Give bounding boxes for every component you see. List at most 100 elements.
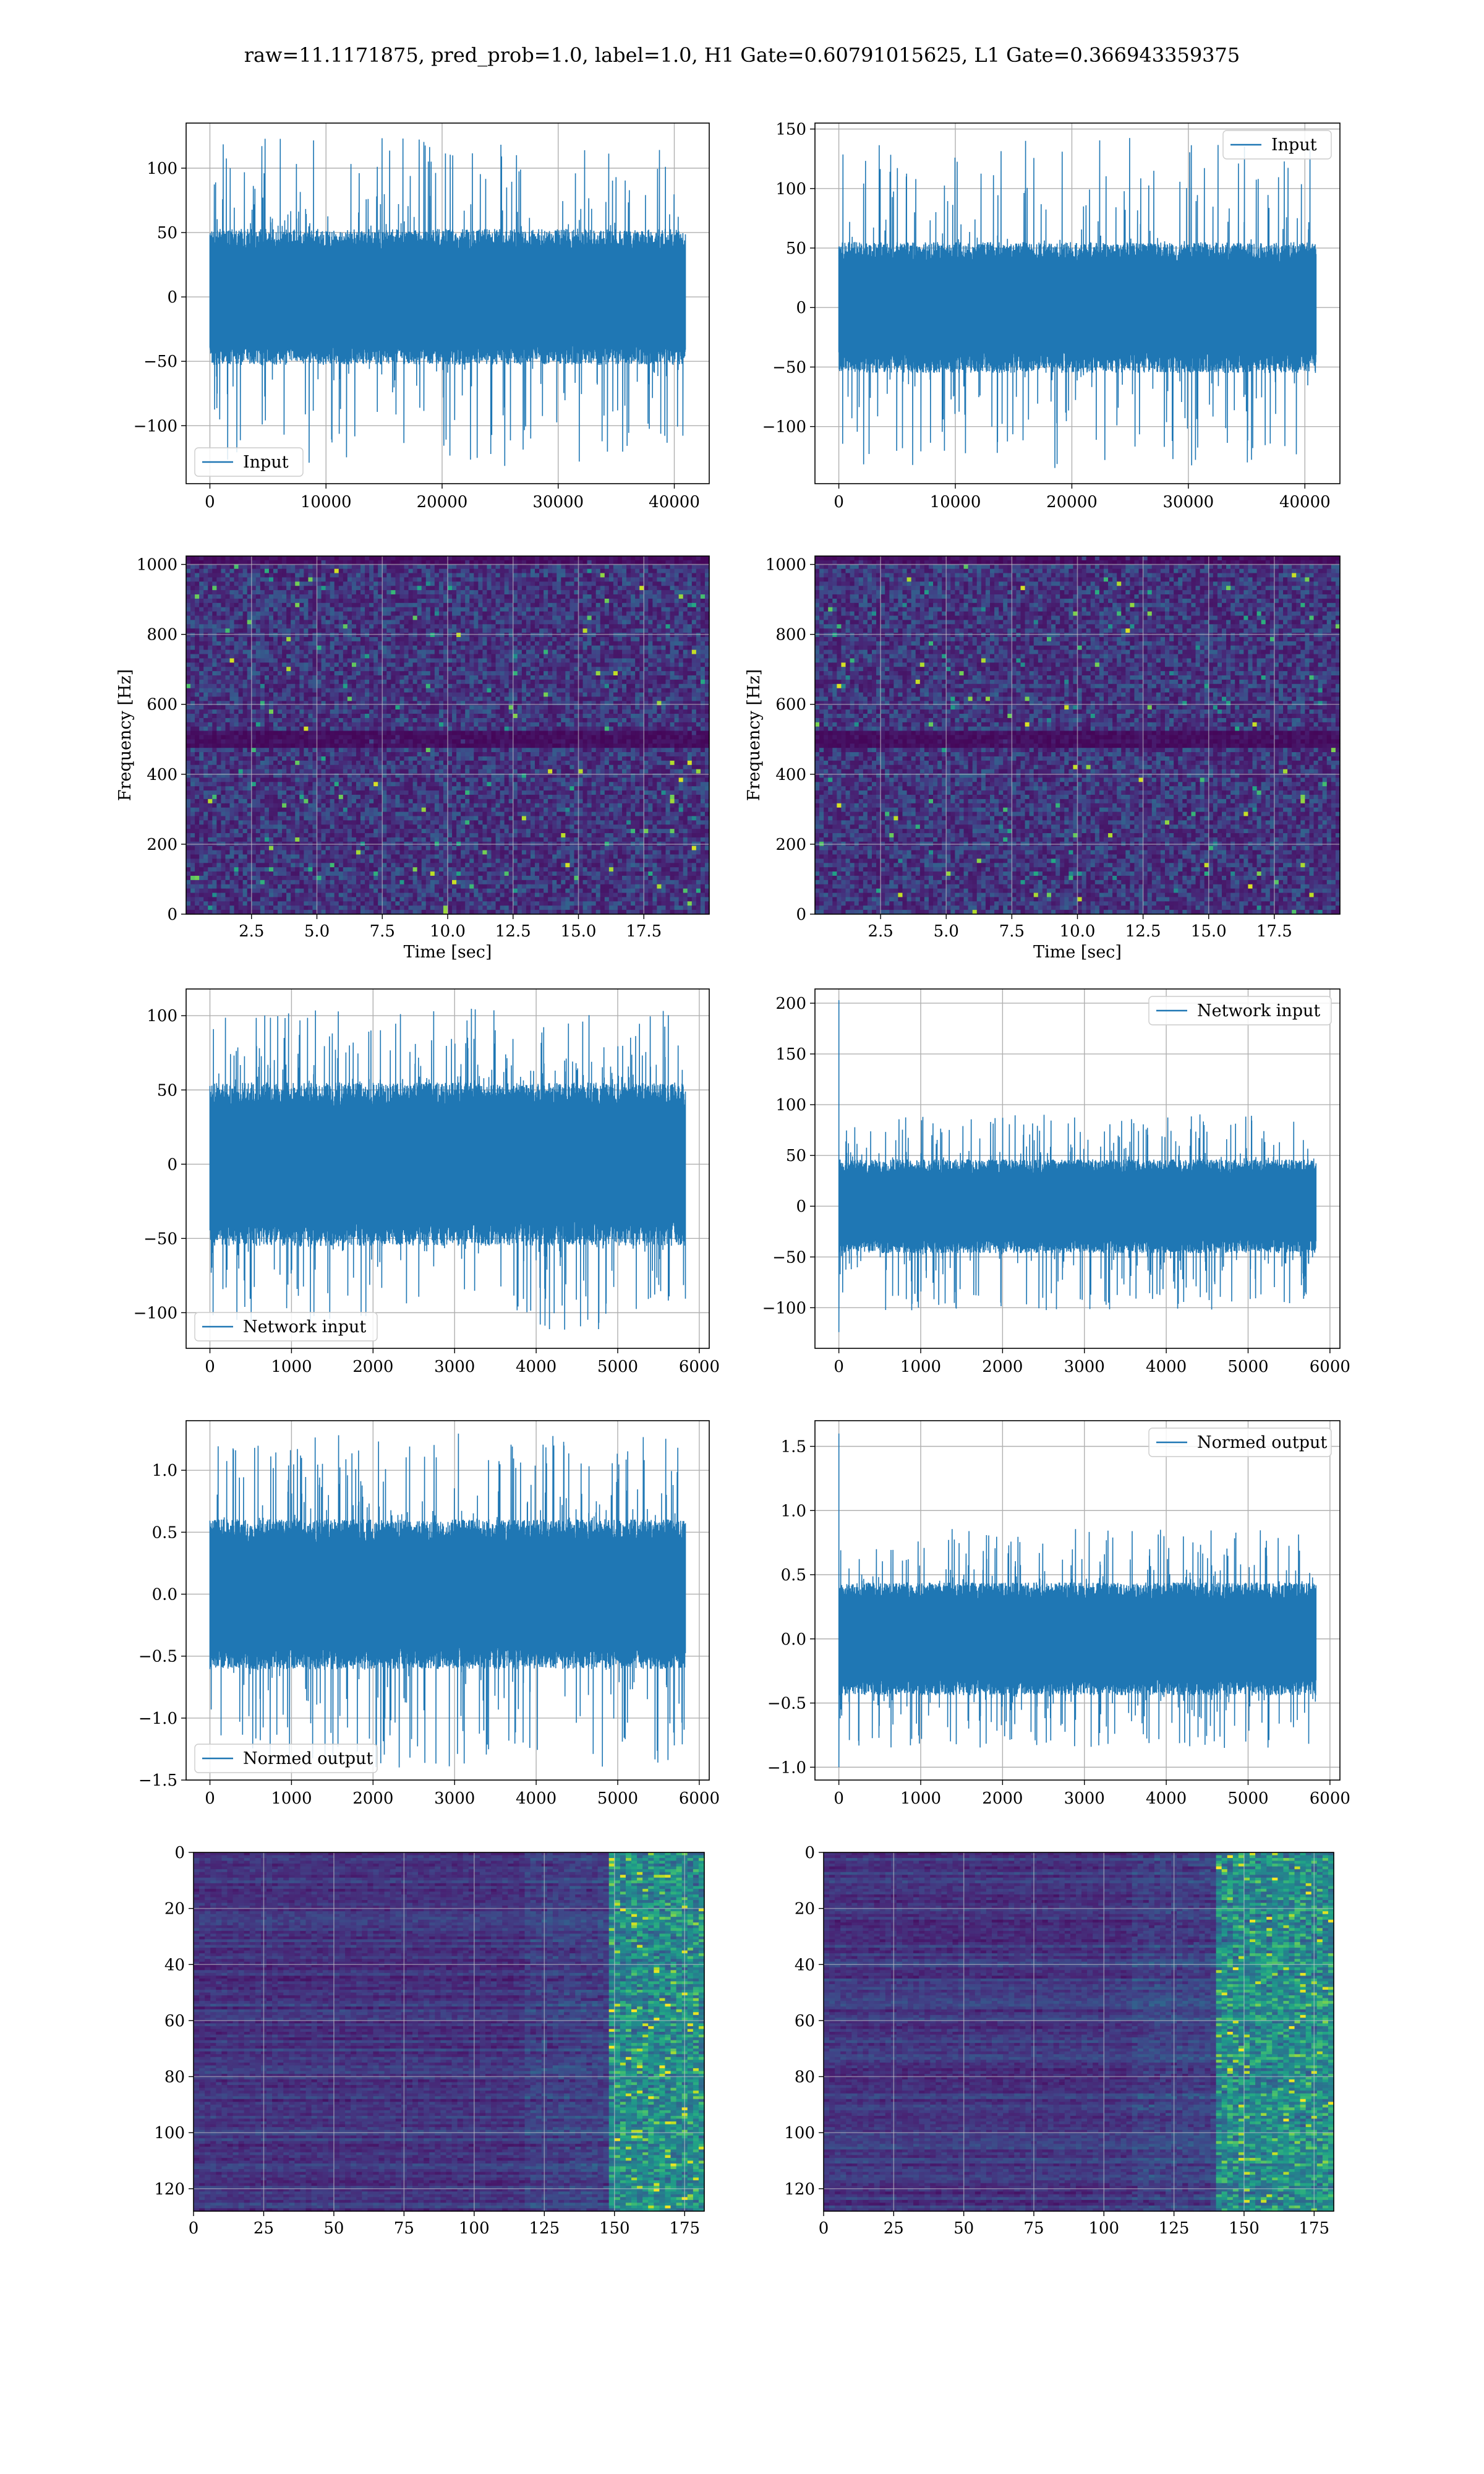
heatmap-cell bbox=[391, 577, 396, 581]
heatmap-cell bbox=[382, 586, 387, 590]
heatmap-cell bbox=[317, 701, 322, 705]
heatmap-cell bbox=[239, 628, 244, 633]
figure-title: raw=11.1171875, pred_prob=1.0, label=1.0… bbox=[244, 43, 1240, 67]
heatmap-cell bbox=[518, 573, 522, 578]
heatmap-cell bbox=[269, 599, 274, 603]
heatmap-cell bbox=[556, 688, 561, 693]
heatmap-cell bbox=[322, 607, 326, 612]
heatmap-cell bbox=[644, 637, 649, 641]
heatmap-cell bbox=[195, 633, 200, 637]
heatmap-cell bbox=[539, 709, 544, 714]
heatmap-cell bbox=[592, 693, 597, 697]
heatmap-cell bbox=[413, 718, 418, 722]
heatmap-cell bbox=[657, 650, 662, 654]
heatmap-cell bbox=[203, 667, 208, 671]
heatmap-cell bbox=[657, 569, 662, 573]
heatmap-cell bbox=[435, 671, 440, 675]
heatmap-cell bbox=[492, 705, 497, 709]
heatmap-cell bbox=[452, 612, 457, 616]
heatmap-cell bbox=[339, 569, 344, 573]
heatmap-cell bbox=[230, 705, 235, 709]
heatmap-cell bbox=[304, 662, 309, 667]
heatmap-cell bbox=[203, 650, 208, 654]
heatmap-cell bbox=[482, 680, 487, 684]
heatmap-cell bbox=[212, 581, 217, 586]
heatmap-cell bbox=[352, 590, 357, 594]
heatmap-cell bbox=[618, 650, 623, 654]
heatmap-cell bbox=[600, 705, 605, 709]
heatmap-cell bbox=[265, 641, 270, 646]
heatmap-cell bbox=[234, 693, 239, 697]
heatmap-cell bbox=[322, 662, 326, 667]
heatmap-cell bbox=[688, 628, 693, 633]
heatmap-cell bbox=[352, 620, 357, 624]
heatmap-cell bbox=[286, 586, 291, 590]
heatmap-cell bbox=[496, 586, 501, 590]
heatmap-cell bbox=[212, 658, 217, 662]
heatmap-cell bbox=[465, 586, 470, 590]
heatmap-cell bbox=[618, 637, 623, 641]
heatmap-cell bbox=[522, 646, 527, 650]
heatmap-cell bbox=[225, 628, 230, 633]
heatmap-cell bbox=[626, 620, 631, 624]
heatmap-cell bbox=[273, 667, 278, 671]
heatmap-cell bbox=[435, 693, 440, 697]
heatmap-cell bbox=[278, 693, 283, 697]
heatmap-cell bbox=[399, 646, 404, 650]
heatmap-cell bbox=[487, 577, 492, 581]
heatmap-cell bbox=[356, 714, 361, 718]
heatmap-cell bbox=[265, 633, 270, 637]
heatmap-cell bbox=[186, 620, 191, 624]
heatmap-cell bbox=[308, 709, 313, 714]
heatmap-cell bbox=[579, 594, 584, 599]
heatmap-cell bbox=[482, 599, 487, 603]
heatmap-cell bbox=[579, 581, 584, 586]
heatmap-cell bbox=[531, 727, 535, 731]
heatmap-cell bbox=[670, 675, 675, 680]
heatmap-cell bbox=[260, 650, 265, 654]
heatmap-cell bbox=[273, 650, 278, 654]
heatmap-cell bbox=[526, 662, 531, 667]
heatmap-cell bbox=[326, 590, 331, 594]
heatmap-cell bbox=[239, 658, 244, 662]
heatmap-cell bbox=[417, 654, 422, 659]
heatmap-cell bbox=[225, 709, 230, 714]
heatmap-cell bbox=[335, 654, 339, 659]
heatmap-cell bbox=[469, 650, 474, 654]
heatmap-cell bbox=[413, 675, 418, 680]
heatmap-cell bbox=[518, 594, 522, 599]
heatmap-cell bbox=[326, 714, 331, 718]
heatmap-cell bbox=[273, 616, 278, 620]
heatmap-cell bbox=[273, 577, 278, 581]
heatmap-cell bbox=[675, 556, 680, 560]
heatmap-cell bbox=[230, 599, 235, 603]
heatmap-cell bbox=[230, 641, 235, 646]
heatmap-cell bbox=[448, 590, 453, 594]
heatmap-cell bbox=[657, 612, 662, 616]
heatmap-cell bbox=[548, 603, 553, 607]
heatmap-cell bbox=[583, 654, 588, 659]
heatmap-cell bbox=[526, 573, 531, 578]
heatmap-cell bbox=[666, 718, 671, 722]
heatmap-cell bbox=[399, 628, 404, 633]
heatmap-cell bbox=[199, 569, 204, 573]
heatmap-cell bbox=[644, 641, 649, 646]
heatmap-cell bbox=[308, 586, 313, 590]
heatmap-cell bbox=[243, 624, 248, 628]
heatmap-cell bbox=[626, 641, 631, 646]
heatmap-cell bbox=[478, 675, 483, 680]
heatmap-cell bbox=[526, 680, 531, 684]
heatmap-cell bbox=[469, 662, 474, 667]
heatmap-cell bbox=[613, 701, 618, 705]
heatmap-cell bbox=[356, 633, 361, 637]
heatmap-cell bbox=[661, 654, 666, 659]
heatmap-cell bbox=[343, 581, 348, 586]
heatmap-cell bbox=[461, 565, 466, 569]
heatmap-cell bbox=[605, 594, 610, 599]
heatmap-cell bbox=[308, 654, 313, 659]
heatmap-cell bbox=[256, 693, 261, 697]
heatmap-cell bbox=[583, 675, 588, 680]
heatmap-cell bbox=[552, 675, 557, 680]
heatmap-cell bbox=[230, 594, 235, 599]
heatmap-cell bbox=[203, 693, 208, 697]
